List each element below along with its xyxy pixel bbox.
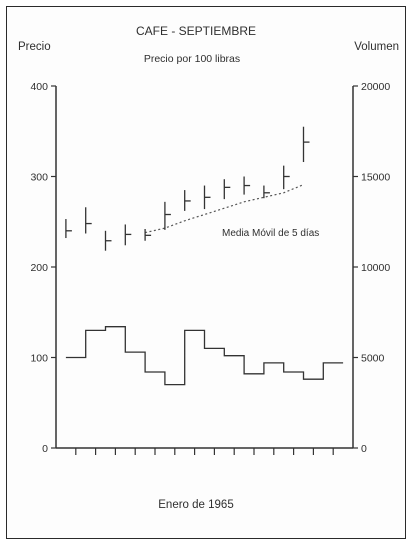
left-tick-label: 300 bbox=[30, 172, 48, 184]
left-tick-label: 0 bbox=[42, 443, 48, 455]
volume-series bbox=[65, 326, 344, 386]
moving-average-series bbox=[144, 184, 304, 234]
chart-subtitle: Precio por 100 libras bbox=[144, 53, 240, 65]
chart-frame bbox=[6, 6, 406, 539]
moving-average-annotation: Media Móvil de 5 días bbox=[222, 228, 319, 239]
volume-step-line bbox=[65, 326, 344, 386]
right-tick-label: 15000 bbox=[361, 172, 390, 184]
moving-average-line bbox=[144, 184, 304, 234]
x-axis-title: Enero de 1965 bbox=[158, 499, 233, 511]
chart-title: CAFE - SEPTIEMBRE bbox=[136, 24, 256, 38]
axes: 0 0 100 5000 200 10000 300 15000 400 20000 bbox=[30, 81, 390, 455]
right-axis-title: Volumen bbox=[354, 41, 399, 53]
right-tick-label: 0 bbox=[361, 443, 367, 455]
left-tick-label: 100 bbox=[30, 353, 48, 365]
right-tick-label: 5000 bbox=[361, 353, 385, 365]
price-series bbox=[65, 126, 310, 251]
left-tick-label: 400 bbox=[30, 81, 48, 93]
right-tick-label: 20000 bbox=[361, 81, 390, 93]
right-tick-label: 10000 bbox=[361, 262, 390, 274]
left-tick-label: 200 bbox=[30, 262, 48, 274]
left-axis-title: Precio bbox=[18, 41, 51, 53]
